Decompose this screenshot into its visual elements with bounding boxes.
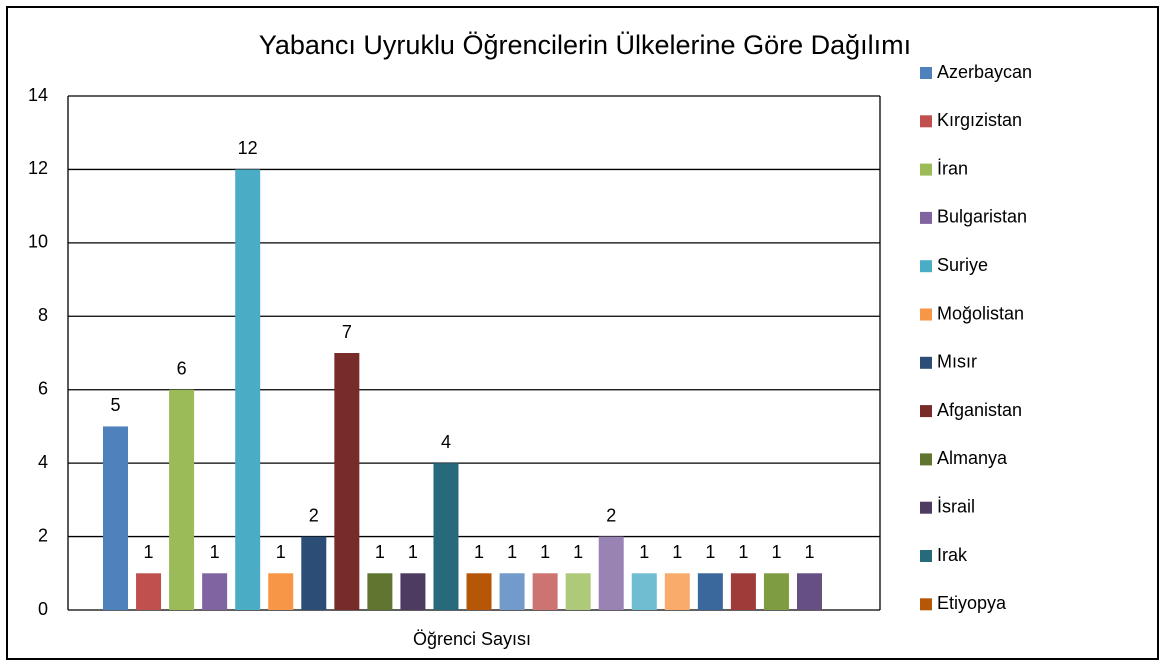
y-tick-label: 8 xyxy=(38,305,48,325)
data-label: 1 xyxy=(474,542,484,562)
legend-label: Irak xyxy=(937,545,968,565)
bar xyxy=(268,573,294,610)
bar xyxy=(301,536,327,610)
legend-label: Azerbaycan xyxy=(937,62,1032,82)
legend-label: İran xyxy=(937,158,968,178)
data-label: 1 xyxy=(408,542,418,562)
legend-label: Afganistan xyxy=(937,400,1022,420)
bar xyxy=(202,573,228,610)
bar xyxy=(433,463,459,610)
y-tick-label: 4 xyxy=(38,452,48,472)
bar xyxy=(169,389,195,610)
data-label: 1 xyxy=(573,542,583,562)
legend-swatch xyxy=(920,405,932,418)
data-label: 2 xyxy=(606,505,616,525)
y-tick-label: 2 xyxy=(38,525,48,545)
bar xyxy=(697,573,723,610)
data-label: 6 xyxy=(177,358,187,378)
legend-label: Etiyopya xyxy=(937,593,1007,613)
data-label: 1 xyxy=(771,542,781,562)
bar xyxy=(664,573,690,610)
data-label: 12 xyxy=(238,138,258,158)
bar xyxy=(400,573,426,610)
legend-label: Suriye xyxy=(937,255,988,275)
bar xyxy=(730,573,756,610)
bar xyxy=(103,426,128,610)
legend-swatch xyxy=(920,163,932,176)
bar xyxy=(136,573,162,610)
data-label: 4 xyxy=(441,432,451,452)
legend-swatch xyxy=(920,115,932,128)
bar xyxy=(235,169,261,610)
legend-label: Bulgaristan xyxy=(937,207,1027,227)
data-label: 5 xyxy=(110,395,120,415)
legend-swatch xyxy=(920,598,932,611)
legend-swatch xyxy=(920,356,932,369)
legend-swatch xyxy=(920,453,932,466)
legend-swatch xyxy=(920,260,932,273)
legend-label: Moğolistan xyxy=(937,303,1024,323)
data-label: 1 xyxy=(672,542,682,562)
bar xyxy=(334,353,360,610)
legend-swatch xyxy=(920,550,932,562)
data-label: 1 xyxy=(639,542,649,562)
y-tick-label: 12 xyxy=(28,158,48,178)
bar xyxy=(565,573,591,610)
bar xyxy=(797,573,822,610)
data-label: 1 xyxy=(276,542,286,562)
data-label: 1 xyxy=(804,542,814,562)
bar xyxy=(631,573,657,610)
data-label: 1 xyxy=(507,542,517,562)
bar xyxy=(763,573,789,610)
bar xyxy=(367,573,393,610)
y-tick-label: 10 xyxy=(28,232,48,252)
legend-label: Mısır xyxy=(937,352,977,372)
data-label: 1 xyxy=(738,542,748,562)
legend-swatch xyxy=(920,67,932,79)
legend-label: Kırgızistan xyxy=(937,110,1022,130)
data-label: 1 xyxy=(210,542,220,562)
bar xyxy=(532,573,558,610)
y-tick-label: 0 xyxy=(38,599,48,619)
data-label: 2 xyxy=(309,505,319,525)
legend-label: İsrail xyxy=(937,496,975,516)
legend-swatch xyxy=(920,211,932,224)
legend-swatch xyxy=(920,501,932,514)
data-label: 1 xyxy=(705,542,715,562)
y-tick-label: 14 xyxy=(28,85,48,105)
x-tick-label: Öğrenci Sayısı xyxy=(413,629,531,649)
bar xyxy=(598,536,624,610)
y-tick-label: 6 xyxy=(38,378,48,398)
data-label: 7 xyxy=(342,322,352,342)
data-label: 1 xyxy=(375,542,385,562)
data-label: 1 xyxy=(540,542,550,562)
legend-label: Almanya xyxy=(937,448,1008,468)
bar xyxy=(499,573,525,610)
legend-swatch xyxy=(920,308,932,321)
bar xyxy=(466,573,492,610)
chart-title: Yabancı Uyruklu Öğrencilerin Ülkelerine … xyxy=(259,30,911,60)
data-label: 1 xyxy=(144,542,154,562)
chart-border xyxy=(6,6,1159,660)
